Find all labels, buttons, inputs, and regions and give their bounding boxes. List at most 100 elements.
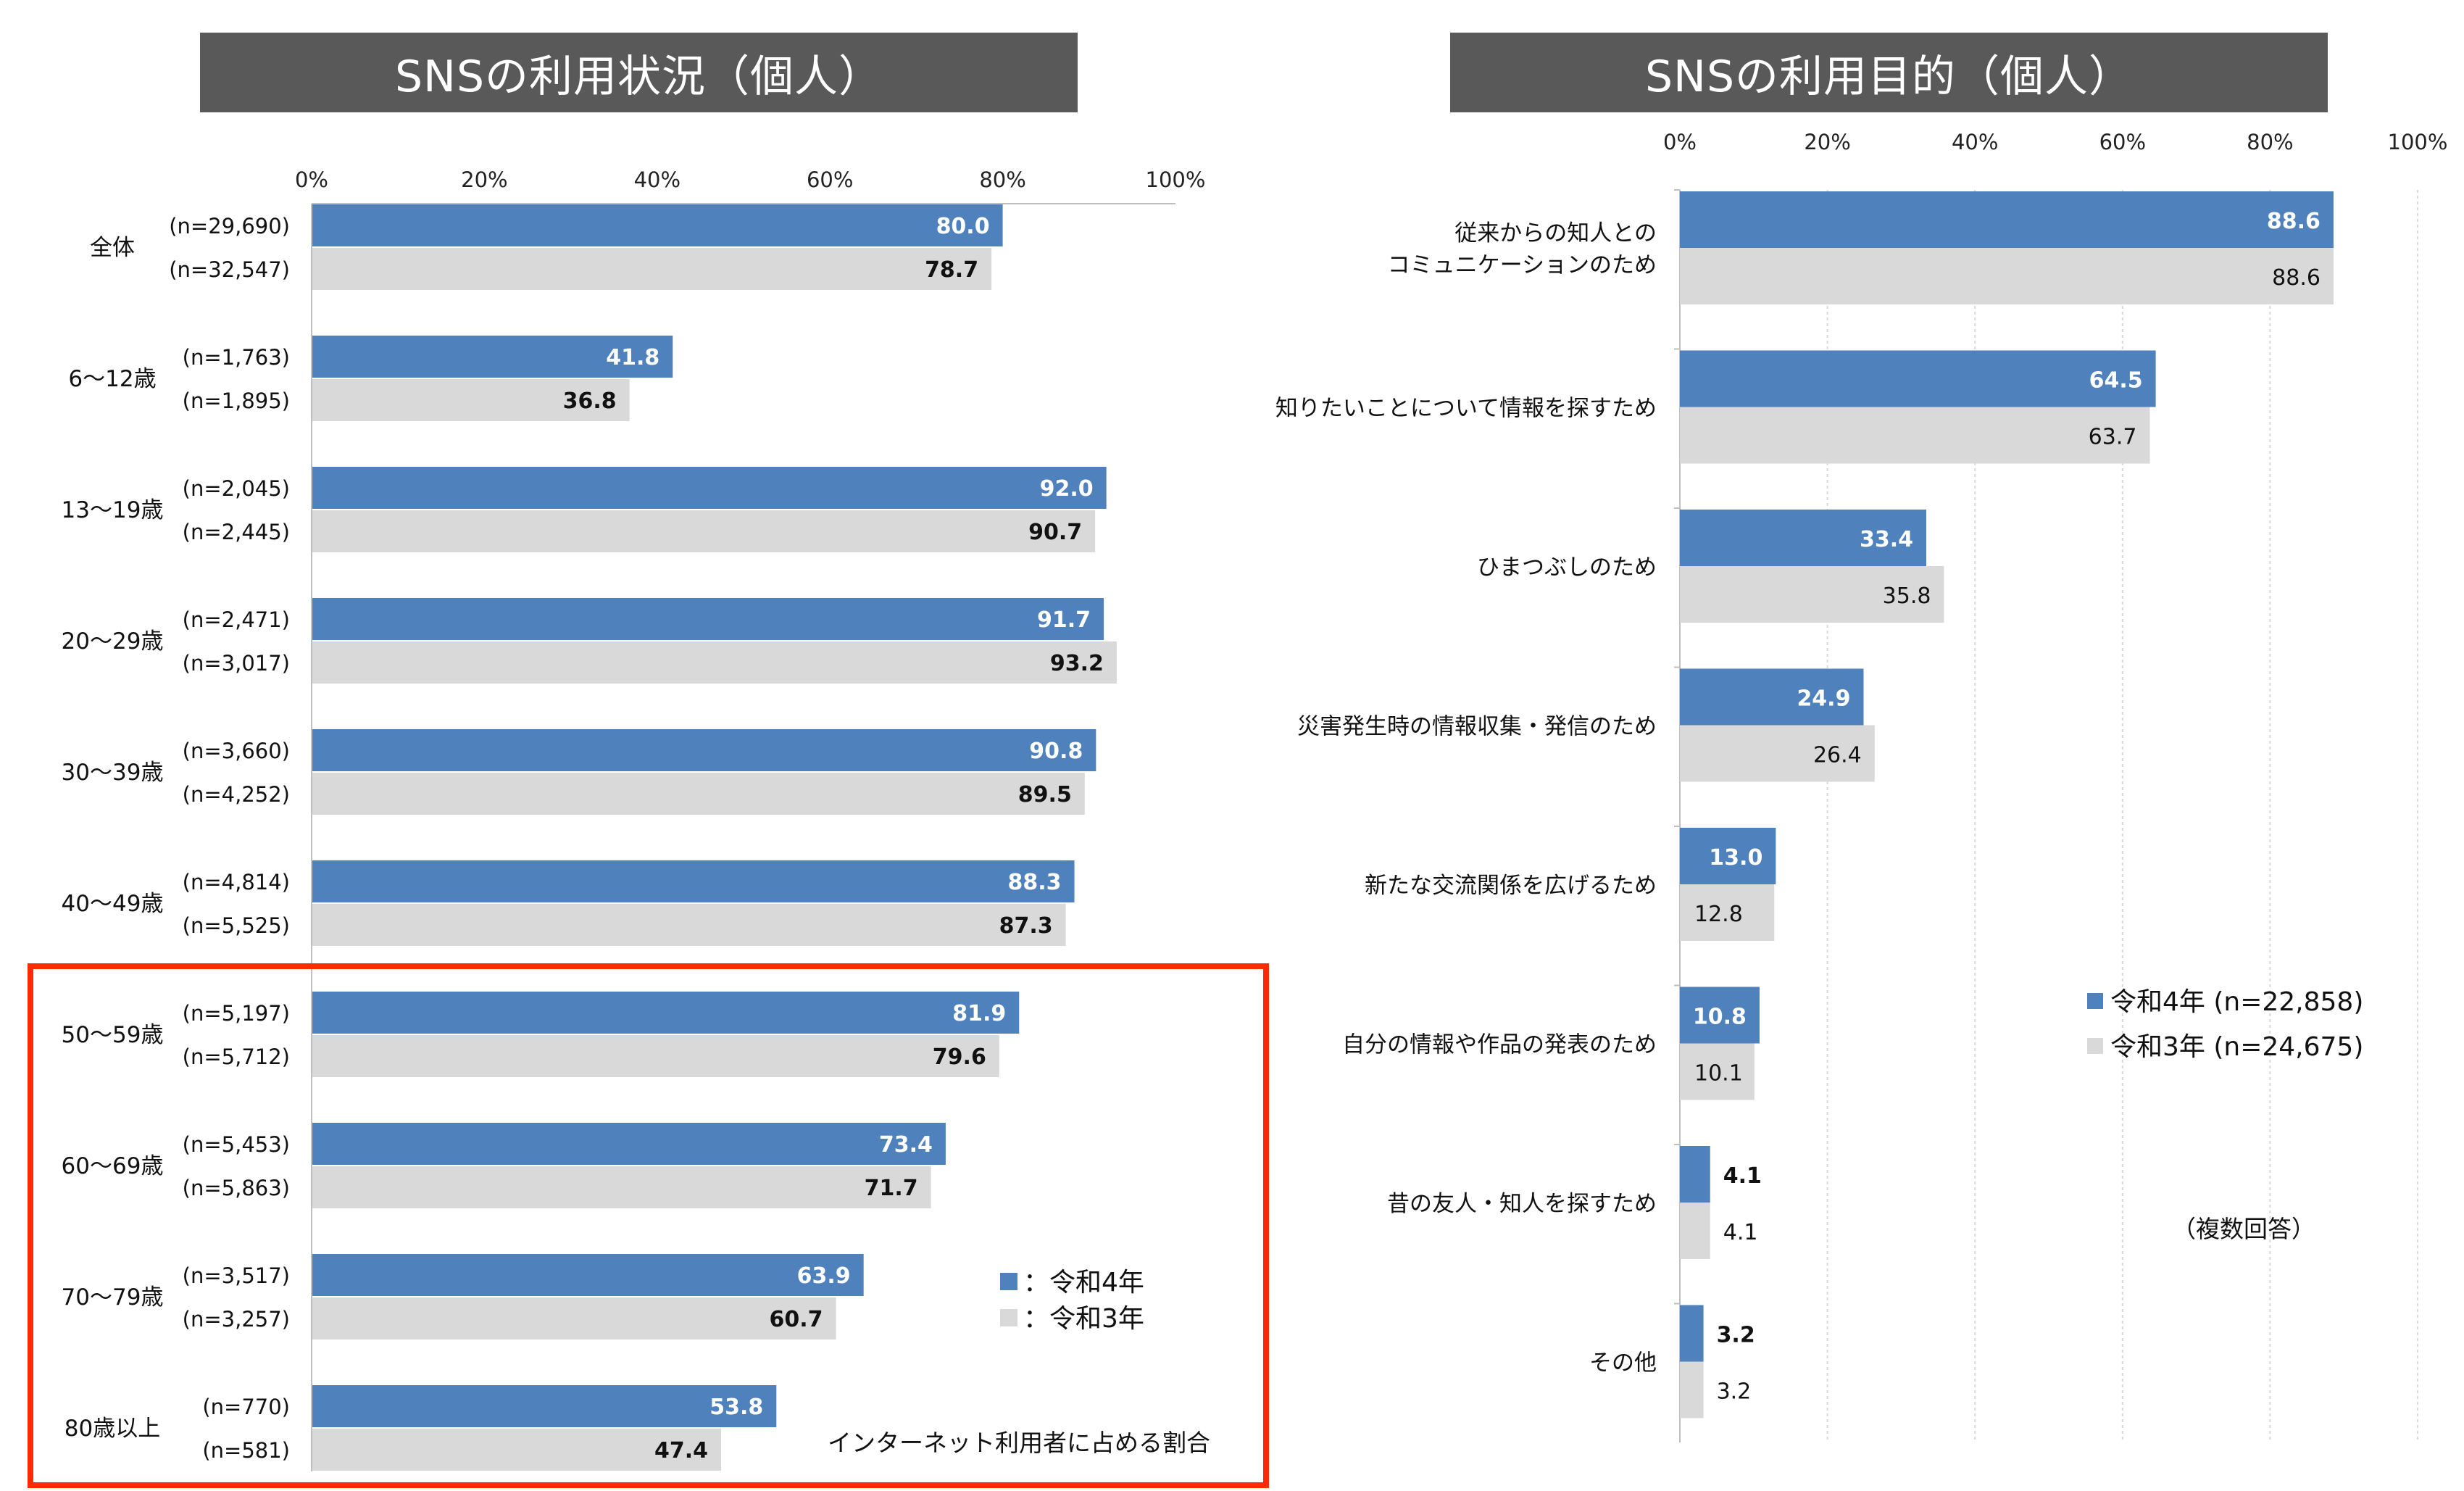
bar-r3: [1680, 1043, 1755, 1100]
highlight-box: [28, 963, 1269, 1488]
data-label: 63.7: [2089, 425, 2137, 450]
bar-r3: [312, 248, 992, 290]
bar-r3: [312, 773, 1085, 815]
bar-r4: [312, 992, 1020, 1034]
x-tick-label: 60%: [807, 167, 853, 192]
n-label: (n=581): [202, 1438, 290, 1463]
chart-annotation: インターネット利用者に占める割合: [828, 1429, 1210, 1457]
data-label: 71.7: [865, 1176, 918, 1201]
right-chart-title: SNSの利用目的（個人）: [1450, 33, 2328, 112]
bar-r4: [312, 860, 1075, 902]
n-label: (n=5,863): [183, 1176, 290, 1200]
category-label: 従来からの知人との: [1454, 220, 1657, 246]
n-label: (n=5,712): [183, 1044, 290, 1069]
legend-label-r3: ：令和3年: [1023, 1304, 1144, 1334]
bar-r3: [1680, 566, 1944, 623]
category-label: ひまつぶしのため: [1477, 555, 1657, 581]
bar-r4: [1680, 668, 1864, 726]
category-label: 昔の友人・知人を探すため: [1387, 1191, 1657, 1217]
bar-r3: [312, 904, 1066, 946]
category-label: コミュニケーションのため: [1388, 252, 1657, 278]
data-label: 93.2: [1050, 651, 1104, 676]
data-label: 3.2: [1717, 1323, 1755, 1348]
category-label: 20～29歳: [62, 628, 164, 655]
category-label: その他: [1589, 1350, 1657, 1376]
n-label: (n=3,517): [183, 1263, 290, 1288]
n-label: (n=5,197): [183, 1001, 290, 1026]
bar-r3: [312, 641, 1117, 684]
n-label: (n=3,017): [183, 651, 290, 676]
bar-r3: [312, 1297, 836, 1340]
bar-r4: [1680, 191, 2334, 248]
data-label: 35.8: [1883, 583, 1931, 609]
bar-r3: [312, 510, 1096, 552]
bar-r3: [1680, 248, 2334, 304]
n-label: (n=32,547): [169, 257, 290, 282]
x-tick-label: 0%: [295, 167, 328, 192]
data-label: 41.8: [606, 345, 659, 370]
category-label: 知りたいことについて情報を探すため: [1275, 396, 1657, 422]
x-tick-label: 20%: [461, 167, 507, 192]
n-label: (n=2,045): [183, 476, 290, 501]
data-label: 73.4: [879, 1132, 933, 1158]
data-label: 88.3: [1008, 870, 1062, 895]
n-label: (n=29,690): [169, 214, 290, 238]
x-tick-label: 40%: [1952, 130, 1998, 154]
legend-label-r4: 令和4年 (n=22,858): [2110, 987, 2363, 1017]
data-label: 26.4: [1813, 743, 1862, 768]
x-tick-label: 80%: [2247, 130, 2293, 154]
data-label: 13.0: [1709, 845, 1762, 871]
data-label: 10.8: [1693, 1005, 1747, 1030]
category-label: 50～59歳: [62, 1022, 164, 1048]
data-label: 88.6: [2267, 209, 2321, 234]
x-tick-label: 80%: [979, 167, 1025, 192]
data-label: 90.7: [1028, 520, 1082, 545]
category-label: 13～19歳: [62, 497, 164, 523]
data-label: 64.5: [2089, 368, 2143, 394]
data-label: 80.0: [936, 214, 990, 239]
data-label: 53.8: [709, 1395, 763, 1420]
bar-r3: [312, 1166, 931, 1208]
bar-r3: [312, 379, 630, 421]
bar-r4: [1680, 350, 2156, 407]
category-label: 40～49歳: [62, 891, 164, 917]
data-label: 36.8: [563, 389, 617, 414]
bar-r4: [1680, 1146, 1710, 1203]
legend-label-r3: 令和3年 (n=24,675): [2110, 1032, 2363, 1062]
data-label: 33.4: [1860, 527, 1913, 552]
data-label: 47.4: [654, 1438, 708, 1463]
data-label: 88.6: [2272, 265, 2321, 291]
bar-r4: [1680, 1305, 1704, 1362]
x-tick-label: 60%: [2099, 130, 2146, 154]
n-label: (n=4,814): [183, 870, 290, 894]
data-label: 63.9: [797, 1263, 851, 1289]
data-label: 60.7: [770, 1307, 823, 1332]
bar-r4: [312, 598, 1104, 640]
category-label: 70～79歳: [62, 1284, 164, 1311]
bar-r4: [312, 729, 1096, 771]
x-tick-label: 20%: [1804, 130, 1850, 154]
data-label: 89.5: [1018, 782, 1072, 807]
n-label: (n=4,252): [183, 782, 290, 807]
data-label: 81.9: [952, 1001, 1006, 1026]
bar-r4: [1680, 828, 1776, 884]
n-label: (n=5,453): [183, 1132, 290, 1157]
left-chart: 0% 20% 40% 60% 80% 100% 全体 (n=29,690) (n=32,547)…: [28, 167, 1269, 1488]
category-label: 新たな交流関係を広げるため: [1365, 873, 1657, 899]
data-label: 12.8: [1694, 902, 1743, 927]
x-tick-label: 100%: [1146, 167, 1206, 192]
bar-r4: [1680, 987, 1760, 1044]
category-label: 災害発生時の情報収集・発信のため: [1297, 714, 1657, 740]
n-label: (n=1,895): [183, 389, 290, 413]
n-label: (n=770): [202, 1395, 290, 1419]
bar-r3: [1680, 407, 2150, 464]
bar-r4: [312, 1385, 777, 1427]
bar-r4: [312, 1123, 946, 1165]
legend-swatch-r3: [2087, 1038, 2103, 1054]
bar-r3: [1680, 884, 1775, 941]
category-label: 80歳以上: [64, 1416, 160, 1442]
data-label: 10.1: [1694, 1061, 1743, 1087]
bar-r3: [312, 1035, 999, 1077]
bar-r3: [1680, 1203, 1710, 1259]
